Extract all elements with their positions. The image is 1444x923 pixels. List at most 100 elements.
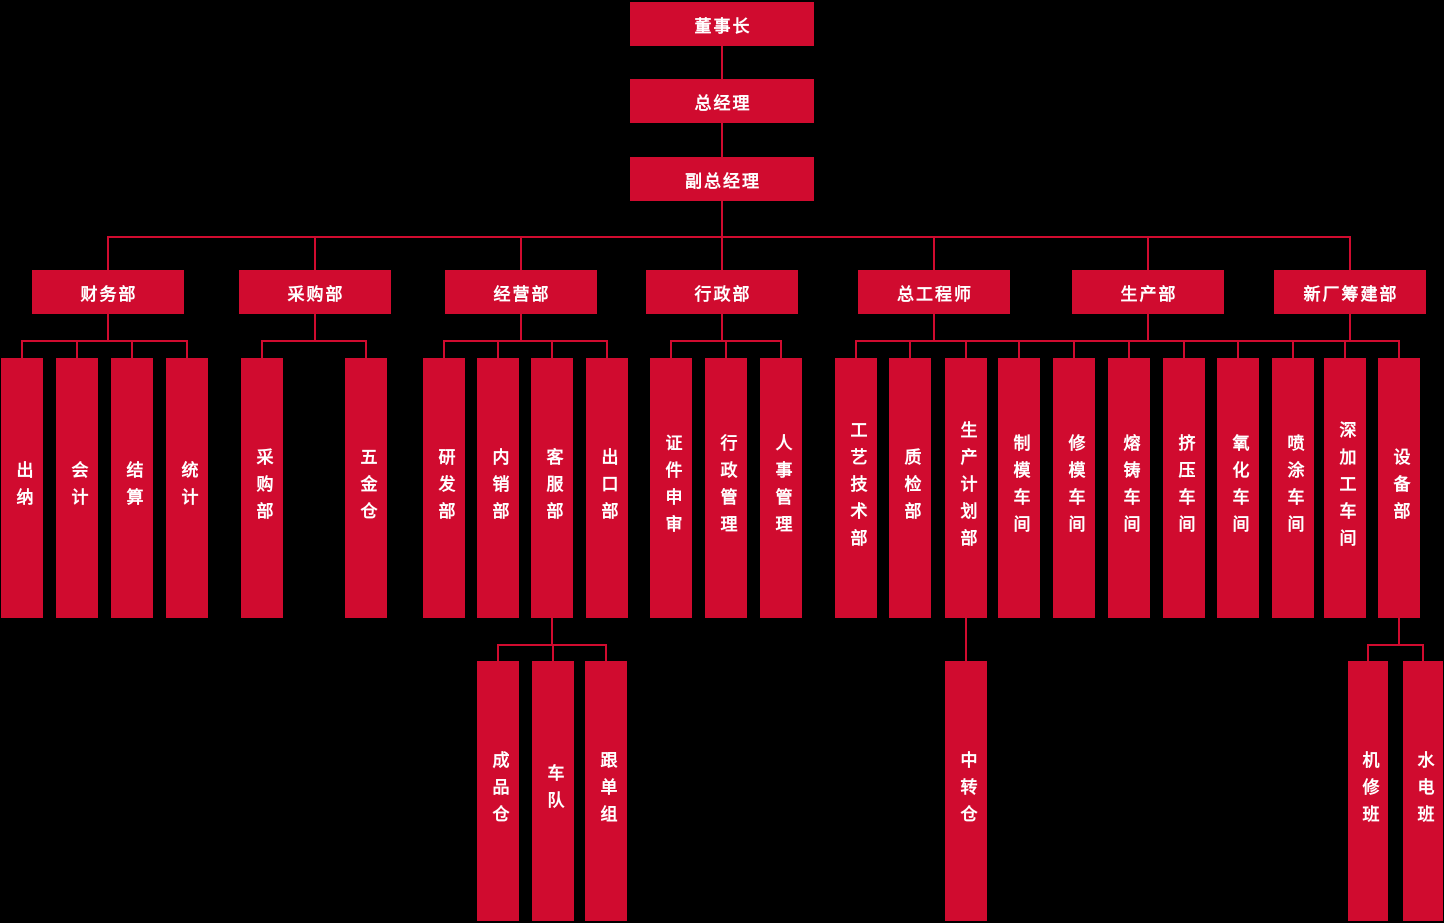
unit-box: 工艺技术部 xyxy=(835,358,877,618)
unit-box-label: 质检部 xyxy=(900,447,921,529)
unit-box: 证件申审 xyxy=(650,358,692,618)
connector-line xyxy=(443,341,445,358)
unit-box: 生产计划部 xyxy=(945,358,987,618)
connector-line xyxy=(965,341,967,358)
connector-line xyxy=(1128,341,1130,358)
unit-box-label: 挤压车间 xyxy=(1174,434,1195,542)
department-box: 生产部 xyxy=(1072,270,1224,314)
unit-box: 出纳 xyxy=(1,358,43,618)
connector-line xyxy=(76,341,78,358)
sub-unit-box: 中转仓 xyxy=(945,661,987,921)
connector-line xyxy=(909,341,911,358)
unit-box: 结算 xyxy=(111,358,153,618)
connector-line xyxy=(965,618,967,661)
unit-box-label: 氧化车间 xyxy=(1228,434,1249,542)
department-box-label: 经营部 xyxy=(493,284,551,305)
connector-line xyxy=(933,237,935,270)
unit-box-label: 熔铸车间 xyxy=(1119,434,1140,542)
department-box-label: 财务部 xyxy=(80,284,138,305)
connector-line xyxy=(1147,314,1149,341)
chain-box-label: 总经理 xyxy=(694,93,752,114)
chain-box: 董事长 xyxy=(630,2,814,46)
connector-line xyxy=(721,123,723,157)
unit-box: 研发部 xyxy=(423,358,465,618)
connector-line xyxy=(186,341,188,358)
connector-line xyxy=(855,340,1400,342)
connector-line xyxy=(1367,645,1369,661)
unit-box-label: 客服部 xyxy=(542,447,563,529)
connector-line xyxy=(1398,341,1400,358)
department-box-label: 总工程师 xyxy=(897,284,973,305)
connector-line xyxy=(725,341,727,358)
sub-unit-box: 成品仓 xyxy=(477,661,519,921)
chain-box-label: 董事长 xyxy=(694,16,752,37)
department-box-label: 新厂筹建部 xyxy=(1303,284,1399,305)
unit-box-label: 证件申审 xyxy=(661,434,682,542)
unit-box-label: 内销部 xyxy=(488,447,509,529)
connector-line xyxy=(1398,618,1400,645)
unit-box: 修模车间 xyxy=(1053,358,1095,618)
unit-box-label: 喷涂车间 xyxy=(1283,434,1304,542)
connector-line xyxy=(107,236,1351,238)
connector-line xyxy=(721,237,723,270)
connector-line xyxy=(552,645,554,661)
department-box: 财务部 xyxy=(32,270,184,314)
unit-box: 喷涂车间 xyxy=(1272,358,1314,618)
sub-unit-box: 跟单组 xyxy=(585,661,627,921)
connector-line xyxy=(551,618,553,645)
unit-box: 五金仓 xyxy=(345,358,387,618)
connector-line xyxy=(261,340,367,342)
connector-line xyxy=(1292,341,1294,358)
unit-box: 设备部 xyxy=(1378,358,1420,618)
department-box: 采购部 xyxy=(239,270,391,314)
connector-line xyxy=(780,341,782,358)
connector-line xyxy=(261,341,263,358)
unit-box: 人事管理 xyxy=(760,358,802,618)
connector-line xyxy=(107,314,109,341)
sub-unit-box-label: 成品仓 xyxy=(488,750,509,832)
unit-box: 行政管理 xyxy=(705,358,747,618)
connector-line xyxy=(1147,237,1149,270)
connector-line xyxy=(314,237,316,270)
connector-line xyxy=(606,341,608,358)
unit-box: 挤压车间 xyxy=(1163,358,1205,618)
unit-box-label: 行政管理 xyxy=(716,434,737,542)
connector-line xyxy=(1349,314,1351,341)
unit-box-label: 工艺技术部 xyxy=(846,420,867,556)
connector-line xyxy=(131,341,133,358)
unit-box: 统计 xyxy=(166,358,208,618)
unit-box: 采购部 xyxy=(241,358,283,618)
unit-box-label: 采购部 xyxy=(252,447,273,529)
connector-line xyxy=(1367,644,1424,646)
unit-box: 客服部 xyxy=(531,358,573,618)
connector-line xyxy=(1422,645,1424,661)
unit-box-label: 生产计划部 xyxy=(956,420,977,556)
department-box: 总工程师 xyxy=(858,270,1010,314)
unit-box-label: 会计 xyxy=(67,461,88,515)
connector-line xyxy=(933,314,935,341)
unit-box-label: 制模车间 xyxy=(1009,434,1030,542)
connector-line xyxy=(443,340,608,342)
unit-box: 质检部 xyxy=(889,358,931,618)
department-box-label: 采购部 xyxy=(287,284,345,305)
connector-line xyxy=(721,201,723,237)
connector-line xyxy=(670,340,782,342)
unit-box-label: 出口部 xyxy=(597,447,618,529)
connector-line xyxy=(1073,341,1075,358)
connector-line xyxy=(497,341,499,358)
unit-box-label: 出纳 xyxy=(12,461,33,515)
connector-line xyxy=(520,314,522,341)
unit-box: 会计 xyxy=(56,358,98,618)
department-box-label: 生产部 xyxy=(1120,284,1178,305)
connector-line xyxy=(721,46,723,79)
connector-line xyxy=(1349,237,1351,270)
sub-unit-box-label: 跟单组 xyxy=(596,750,617,832)
sub-unit-box: 水电班 xyxy=(1403,661,1443,921)
unit-box: 内销部 xyxy=(477,358,519,618)
sub-unit-box: 机修班 xyxy=(1348,661,1388,921)
connector-line xyxy=(1183,341,1185,358)
connector-line xyxy=(721,314,723,341)
unit-box-label: 结算 xyxy=(122,461,143,515)
connector-line xyxy=(21,340,188,342)
